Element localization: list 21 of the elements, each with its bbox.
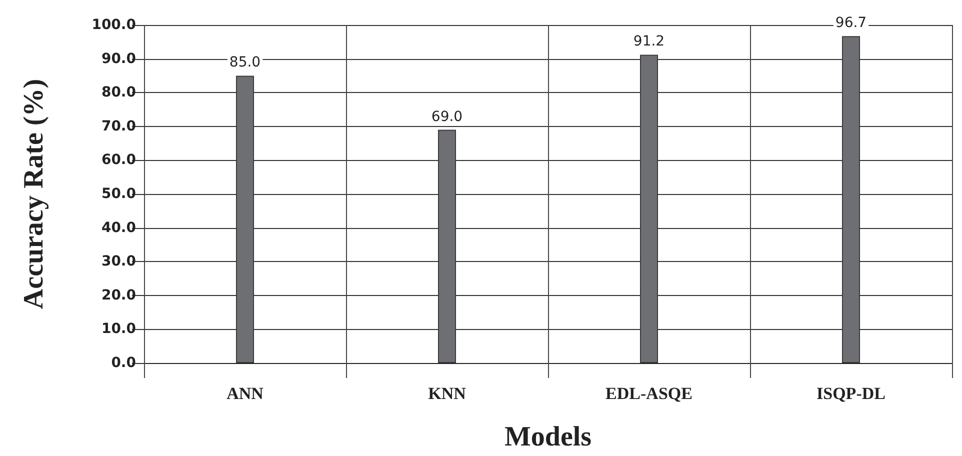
y-tick-label: 20.0 [101, 287, 136, 304]
y-tick-label: 100.0 [92, 17, 136, 33]
y-tick-label: 0.0 [111, 355, 136, 371]
y-tick-label: 10.0 [101, 321, 136, 338]
y-tick-label: 90.0 [101, 50, 136, 67]
y-tick-label: 40.0 [101, 220, 136, 236]
x-tick-label: ISQP-DL [816, 384, 886, 403]
data-label: 96.7 [835, 15, 867, 32]
y-axis-title: Accuracy Rate (%) [18, 78, 50, 310]
data-label: 69.0 [431, 108, 463, 125]
y-tick-label: 30.0 [101, 254, 136, 270]
y-tick-label: 70.0 [101, 118, 136, 134]
x-tick-label: ANN [226, 384, 264, 403]
y-tick-label: 80.0 [101, 84, 136, 101]
y-tick-label: 60.0 [101, 152, 136, 168]
x-tick-label: KNN [428, 384, 467, 403]
data-label: 85.0 [229, 54, 261, 71]
x-axis-title: Models [504, 422, 592, 452]
y-tick-label: 50.0 [101, 186, 136, 202]
data-label: 91.2 [633, 34, 665, 50]
x-tick-label: EDL-ASQE [606, 384, 692, 403]
